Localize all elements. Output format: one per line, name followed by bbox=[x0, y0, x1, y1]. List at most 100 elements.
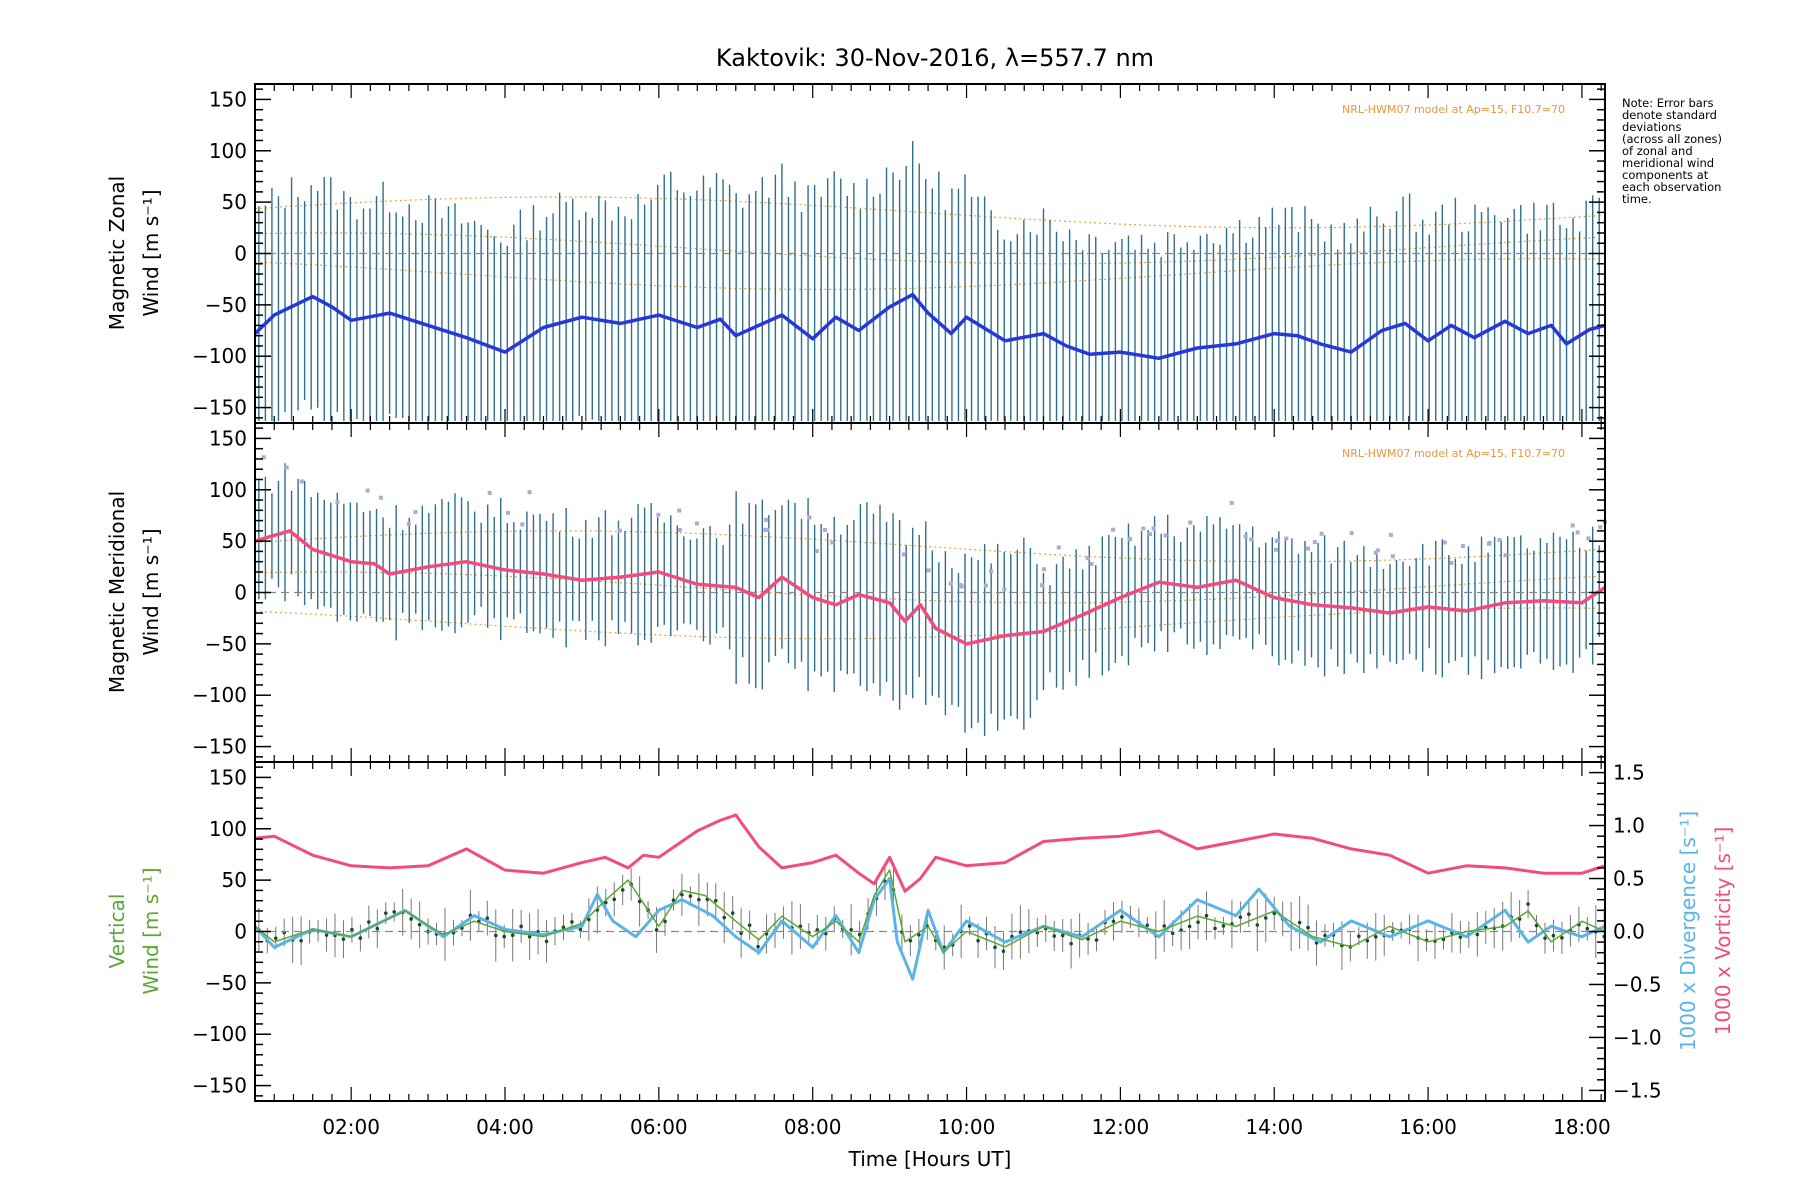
right-axis-label: 1000 x Vorticity [s⁻¹] bbox=[1711, 827, 1735, 1036]
data-point bbox=[409, 917, 413, 921]
x-tick-label: 02:00 bbox=[322, 1115, 380, 1139]
data-point bbox=[1373, 935, 1378, 939]
x-tick-label: 12:00 bbox=[1092, 1115, 1150, 1139]
data-point bbox=[1001, 949, 1006, 953]
scatter-mark bbox=[1570, 523, 1575, 528]
data-point bbox=[1204, 913, 1209, 918]
scatter-mark bbox=[378, 495, 383, 500]
scatter-mark bbox=[1229, 500, 1234, 505]
right-y-tick-label: −1.0 bbox=[1613, 1025, 1662, 1049]
data-point bbox=[578, 927, 583, 932]
model-curve bbox=[254, 257, 1602, 290]
data-point bbox=[815, 928, 820, 932]
scatter-mark bbox=[1598, 525, 1603, 530]
right-y-tick-label: 1.0 bbox=[1613, 814, 1645, 838]
error-bars bbox=[254, 455, 1607, 737]
scatter-mark bbox=[1306, 546, 1311, 551]
data-point bbox=[1255, 923, 1260, 927]
note-line: (across all zones) bbox=[1622, 132, 1722, 146]
scatter-mark bbox=[1497, 538, 1502, 543]
scatter-mark bbox=[487, 490, 492, 495]
data-point bbox=[993, 945, 997, 950]
data-point bbox=[1111, 919, 1116, 924]
x-tick-label: 06:00 bbox=[630, 1115, 688, 1139]
scatter-mark bbox=[1503, 553, 1508, 558]
scatter-mark bbox=[656, 512, 661, 517]
scatter-mark bbox=[1163, 533, 1168, 538]
y-tick-label: −50 bbox=[205, 293, 247, 317]
data-point bbox=[544, 939, 549, 944]
scatter-mark bbox=[261, 455, 266, 460]
data-point bbox=[967, 924, 972, 928]
scatter-mark bbox=[299, 479, 304, 484]
data-point bbox=[747, 923, 752, 927]
scatter-mark bbox=[1442, 540, 1447, 545]
data-point bbox=[1162, 924, 1167, 928]
scatter-mark bbox=[1042, 567, 1047, 572]
data-point bbox=[680, 893, 684, 897]
vertical-panel: 150 100 50 0 −50 −100 −150 1.5 1.0 0.5 0.0 −0.5 −1.… bbox=[105, 761, 1735, 1103]
data-point bbox=[1543, 936, 1547, 940]
y-tick-label: −50 bbox=[205, 632, 247, 656]
y-axis-label: Magnetic Meridional bbox=[105, 491, 129, 693]
data-point bbox=[273, 936, 278, 941]
scatter-mark bbox=[1188, 520, 1193, 525]
y-tick-label: 100 bbox=[209, 478, 247, 502]
note-line: time. bbox=[1622, 192, 1652, 206]
model-curve bbox=[254, 232, 1602, 265]
data-point bbox=[1069, 941, 1073, 946]
scatter-mark bbox=[1111, 527, 1116, 532]
x-tick-label: 18:00 bbox=[1553, 1115, 1611, 1139]
note-line: deviations bbox=[1622, 120, 1681, 134]
right-y-tick-label: −1.5 bbox=[1613, 1078, 1662, 1102]
note-line: Note: Error bars bbox=[1622, 96, 1714, 110]
y-axis-label: Wind [m s⁻¹] bbox=[139, 189, 163, 316]
series-group bbox=[254, 529, 1606, 646]
data-point bbox=[519, 924, 523, 929]
data-point bbox=[1196, 920, 1200, 924]
data-point bbox=[620, 888, 625, 892]
model-curve bbox=[254, 196, 1602, 229]
scatter-mark bbox=[765, 527, 770, 532]
scatter-mark bbox=[1487, 540, 1492, 545]
scatter-mark bbox=[830, 540, 835, 545]
data-point bbox=[417, 922, 422, 927]
y-tick-label: 100 bbox=[209, 817, 247, 841]
series-line bbox=[254, 813, 1606, 893]
scatter-mark bbox=[1312, 540, 1317, 545]
x-tick-label: 08:00 bbox=[784, 1115, 842, 1139]
scatter-mark bbox=[617, 528, 622, 533]
data-point bbox=[1094, 938, 1099, 942]
note-line: meridional wind bbox=[1622, 156, 1714, 170]
data-point bbox=[1018, 930, 1023, 934]
data-point bbox=[502, 934, 507, 939]
scatter-mark bbox=[822, 527, 827, 532]
data-point bbox=[730, 911, 735, 915]
zonal-panel: NRL-HWM07 model at Ap=15, F10.7=70 150 10… bbox=[105, 83, 1606, 424]
series-line bbox=[253, 877, 1606, 981]
scatter-mark bbox=[1274, 538, 1279, 543]
scatter-mark bbox=[1002, 587, 1007, 592]
data-point bbox=[697, 897, 701, 902]
x-tick-label: 16:00 bbox=[1399, 1115, 1457, 1139]
data-point bbox=[1221, 924, 1226, 928]
y-tick-label: 150 bbox=[209, 87, 247, 111]
scatter-mark bbox=[1273, 547, 1278, 552]
x-tick-label: 04:00 bbox=[476, 1115, 534, 1139]
scatter-mark bbox=[1128, 537, 1133, 542]
scatter-mark bbox=[1390, 554, 1395, 559]
scatter-mark bbox=[1243, 534, 1248, 539]
model-curve bbox=[254, 530, 1602, 563]
scatter-mark bbox=[763, 527, 768, 532]
scatter-mark bbox=[807, 515, 812, 520]
scatter-mark bbox=[527, 490, 532, 495]
data-point bbox=[383, 911, 388, 915]
note-line: denote standard bbox=[1622, 108, 1717, 122]
scatter-mark bbox=[1375, 548, 1380, 553]
data-point bbox=[1238, 915, 1243, 919]
data-point bbox=[493, 933, 498, 938]
data-point bbox=[976, 938, 980, 943]
scatter-mark bbox=[1147, 532, 1152, 537]
scatter-mark bbox=[1586, 536, 1591, 541]
scatter-mark bbox=[1284, 536, 1289, 541]
